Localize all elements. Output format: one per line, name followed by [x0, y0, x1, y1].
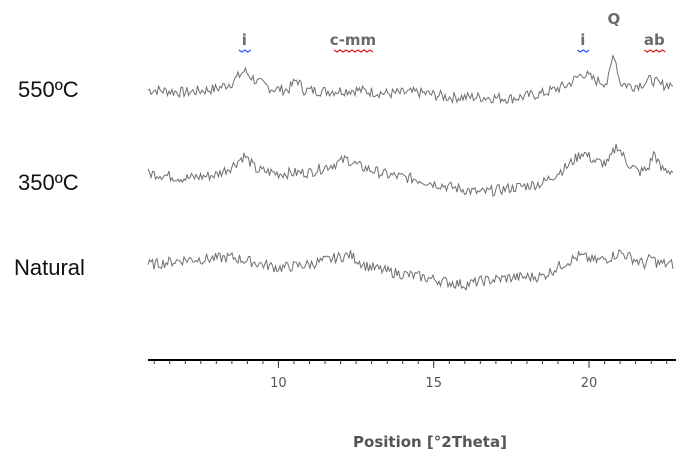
- x-axis: 10 15 20: [148, 359, 676, 391]
- series-line-3: [147, 249, 674, 291]
- peak-label-underline: [238, 49, 252, 53]
- peak-label-text: i: [580, 31, 585, 49]
- peak-label-text: c-mm: [330, 31, 376, 49]
- peak-label-underline: [333, 49, 374, 53]
- series-label-3: Natural: [14, 255, 85, 280]
- peak-label-underline: [576, 49, 590, 53]
- peak-labels-layer: i c-mm i Qab: [238, 10, 666, 53]
- peak-label-text: i: [242, 31, 247, 49]
- series-labels-layer: 550ºC 350ºC Natural: [14, 77, 85, 280]
- peak-label-3: i: [576, 31, 590, 53]
- x-tick-label: 15: [425, 376, 442, 391]
- peak-label-5: ab: [643, 31, 666, 53]
- series-label-2: 350ºC: [18, 170, 79, 195]
- series-line-2: [147, 143, 674, 198]
- peak-label-underline: [643, 49, 666, 53]
- peak-label-4: Q: [608, 10, 621, 28]
- peak-label-1: i: [238, 31, 252, 53]
- series-layer: [147, 53, 674, 291]
- series-line-1: [147, 53, 674, 105]
- peak-label-2: c-mm: [330, 31, 376, 53]
- peak-label-text: ab: [644, 31, 665, 49]
- peak-label-text: Q: [608, 10, 621, 28]
- x-tick-label: 10: [270, 376, 287, 391]
- x-tick-label: 20: [581, 376, 598, 391]
- x-axis-title: Position [°2Theta]: [353, 433, 507, 451]
- series-label-1: 550ºC: [18, 77, 79, 102]
